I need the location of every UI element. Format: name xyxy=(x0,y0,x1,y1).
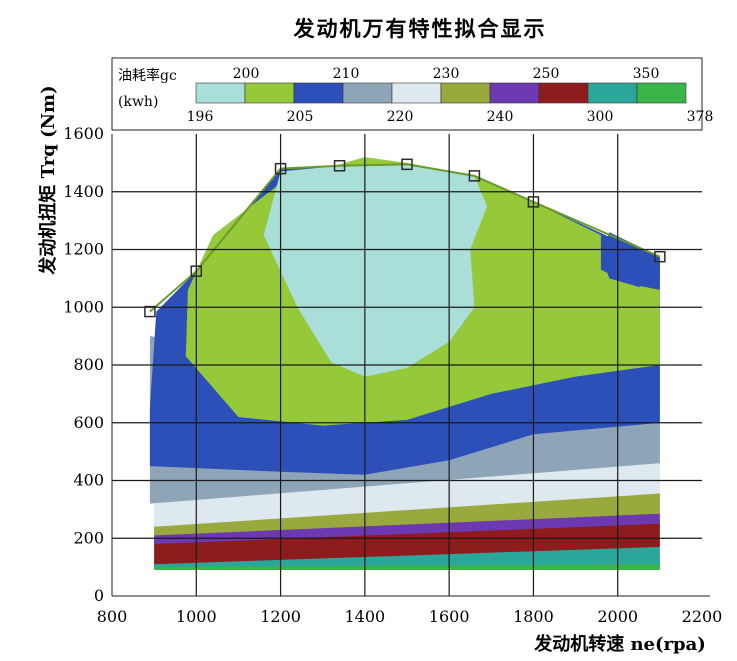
legend-bottom-labels: 196 205 220 240 300 378 xyxy=(187,109,714,125)
x-tick-label: 1000 xyxy=(176,607,217,626)
y-tick-label: 1600 xyxy=(63,124,104,143)
legend-bottom-label: 300 xyxy=(587,109,614,125)
legend-band-250-300 xyxy=(538,82,589,104)
max-torque-point xyxy=(654,250,666,263)
y-tick-label: 400 xyxy=(73,471,104,490)
axes: 800 1000 1200 1400 1600 1800 2000 2200 0 200 400 6… xyxy=(37,85,722,655)
legend-bottom-label: 220 xyxy=(387,109,414,125)
legend-band-196-200 xyxy=(195,82,246,104)
legend-band-230-240 xyxy=(440,82,491,104)
max-torque-point xyxy=(144,305,156,318)
y-tick-label: 1000 xyxy=(63,297,104,316)
chart-title: 发动机万有特性拟合显示 xyxy=(293,17,547,41)
legend-top-label: 200 xyxy=(233,66,260,82)
legend-top-label: 210 xyxy=(333,66,360,82)
max-torque-point xyxy=(468,170,481,182)
legend-top-labels: 200 210 230 250 350 xyxy=(233,66,660,82)
x-tick-label: 800 xyxy=(97,607,128,626)
legend-top-label: 230 xyxy=(433,66,460,82)
legend-band-220-230 xyxy=(391,82,442,104)
y-tick-label: 0 xyxy=(94,586,104,605)
y-tick-label: 1200 xyxy=(63,240,104,259)
legend-band-300-350 xyxy=(587,82,638,104)
legend-band-200-205 xyxy=(244,82,295,104)
y-tick-label: 600 xyxy=(73,413,104,432)
max-torque-point xyxy=(274,162,287,175)
contour-region-205-210 xyxy=(600,232,660,287)
legend-title-line1: 油耗率gc xyxy=(118,67,177,84)
y-tick-label: 1400 xyxy=(63,182,104,201)
x-tick-label: 2200 xyxy=(682,607,723,626)
y-tick-label: 800 xyxy=(73,355,104,374)
max-torque-point xyxy=(527,196,540,208)
y-tick-labels: 0 200 400 600 800 1000 1200 1400 1600 xyxy=(63,124,104,605)
y-tick-label: 200 xyxy=(73,528,104,547)
plot-area xyxy=(112,134,702,596)
legend-bottom-label: 196 xyxy=(187,109,214,125)
x-tick-label: 1800 xyxy=(513,607,554,626)
legend-band-240-250 xyxy=(489,82,540,104)
legend-bottom-label: 378 xyxy=(687,109,714,125)
max-torque-markers xyxy=(144,158,666,318)
legend-band-210-220 xyxy=(342,82,393,104)
legend-bottom-label: 240 xyxy=(487,109,514,125)
x-axis-label: 发动机转速 ne(rpa) xyxy=(533,633,706,655)
max-torque-point xyxy=(190,265,203,277)
legend-band-350-378 xyxy=(636,82,687,104)
contour-region-196-200 xyxy=(263,164,488,377)
y-axis-label: 发动机扭矩 Trq (Nm) xyxy=(37,85,59,275)
legend-band-205-210 xyxy=(293,82,344,104)
x-tick-label: 2000 xyxy=(597,607,638,626)
grid-lines xyxy=(112,134,702,596)
max-torque-point xyxy=(333,160,346,172)
legend-bottom-label: 205 xyxy=(287,109,314,125)
legend-top-label: 250 xyxy=(533,66,560,82)
legend-bands xyxy=(195,82,687,104)
legend-title-line2: (kwh) xyxy=(118,94,158,110)
max-torque-point xyxy=(401,158,413,171)
x-tick-label: 1200 xyxy=(260,607,301,626)
legend: 油耗率gc (kwh) 200 210 230 250 350 196 205 220 240… xyxy=(111,57,714,131)
x-tick-label: 1600 xyxy=(429,607,470,626)
x-tick-label: 1400 xyxy=(344,607,385,626)
x-tick-labels: 800 1000 1200 1400 1600 1800 2000 2200 xyxy=(97,607,723,626)
legend-top-label: 350 xyxy=(633,66,660,82)
max-torque-curve xyxy=(149,163,661,313)
